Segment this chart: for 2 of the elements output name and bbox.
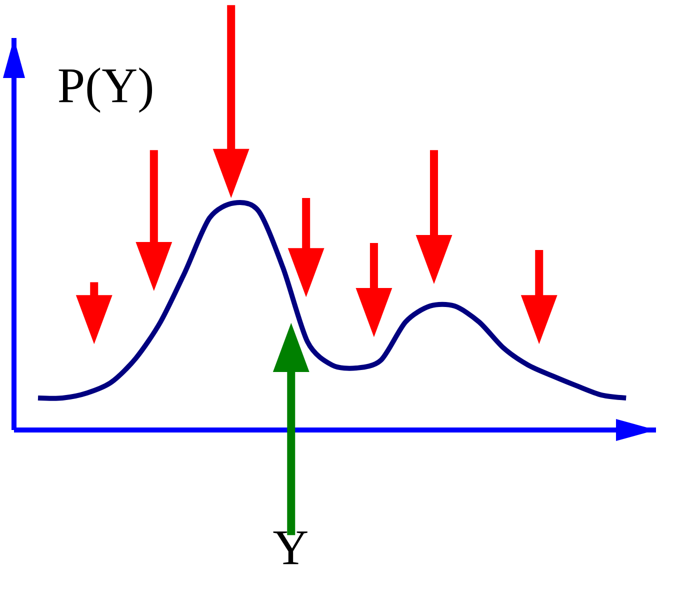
x-axis-title: Y (273, 532, 308, 564)
y-axis-title: P(Y) (58, 68, 152, 113)
